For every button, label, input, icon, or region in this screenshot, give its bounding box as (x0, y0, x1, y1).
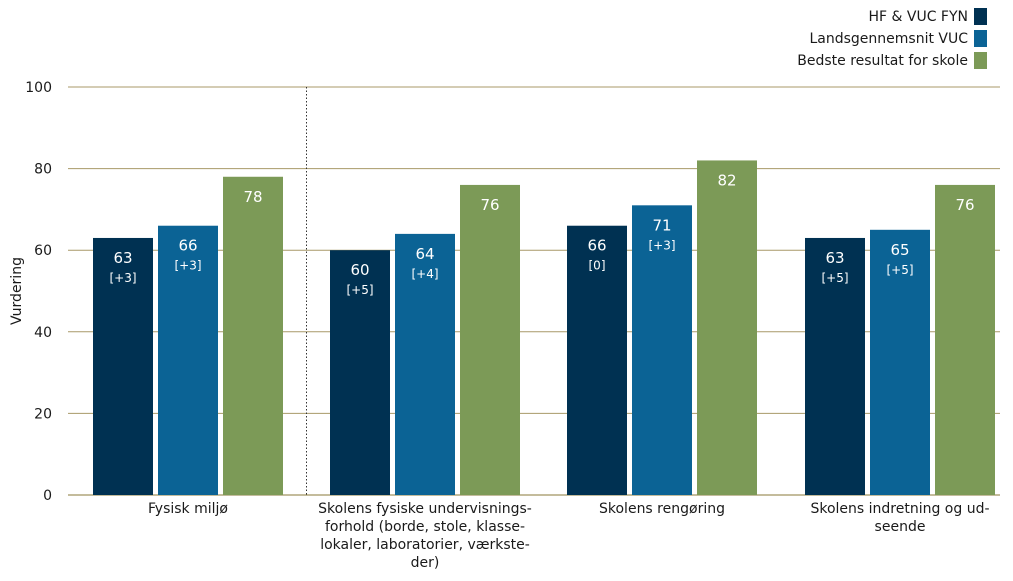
bar-change-label: [0] (589, 259, 606, 273)
bar-labels: 63 [+3] 66 [+3] 78 60 [+5] 64 [+4] 76 66 [0] 71 [+3] 8… (109, 171, 974, 297)
y-axis-label: Vurdering (9, 257, 25, 325)
legend-label: Landsgennemsnit VUC (809, 30, 968, 47)
y-tick-label: 20 (34, 406, 52, 422)
y-tick-label: 40 (34, 325, 52, 341)
bar-change-label: [+3] (109, 271, 136, 285)
bars (93, 160, 995, 496)
y-tick-label: 60 (34, 243, 52, 259)
bar-value-label: 60 (350, 261, 369, 279)
bar-value-label: 76 (480, 196, 499, 214)
legend-swatch (974, 30, 987, 47)
legend-item: Landsgennemsnit VUC (797, 28, 987, 49)
legend-swatch (974, 52, 987, 69)
legend-swatch (974, 8, 987, 25)
bar-value-label: 66 (178, 237, 197, 255)
bar-change-label: [+4] (411, 267, 438, 281)
bar-value-label: 63 (825, 249, 844, 267)
legend-item: Bedste resultat for skole (797, 50, 987, 71)
bar-change-label: [+5] (821, 271, 848, 285)
bar-change-label: [+3] (174, 259, 201, 273)
bar (330, 250, 390, 495)
bar-value-label: 65 (890, 241, 909, 259)
bar (870, 229, 930, 496)
y-tick-label: 100 (25, 80, 52, 96)
y-tick-label: 0 (43, 488, 52, 504)
y-tick-label: 80 (34, 162, 52, 178)
legend-label: Bedste resultat for skole (797, 52, 968, 69)
bar-value-label: 63 (113, 249, 132, 267)
bar (158, 225, 218, 495)
bar (935, 184, 995, 496)
bar-change-label: [+5] (346, 283, 373, 297)
x-category-label: Skolens fysiske undervisnings-forhold (b… (318, 501, 532, 571)
bar (460, 184, 520, 496)
legend-item: HF & VUC FYN (797, 6, 987, 27)
legend-label: HF & VUC FYN (868, 8, 968, 25)
bar (632, 205, 692, 495)
bar (93, 237, 153, 495)
bar-change-label: [+3] (648, 238, 675, 252)
legend: HF & VUC FYN Landsgennemsnit VUC Bedste … (797, 6, 987, 72)
bar (805, 237, 865, 495)
bar (223, 176, 283, 495)
bar (395, 233, 455, 495)
bar (697, 160, 757, 495)
x-category-label: Skolens rengøring (599, 501, 725, 517)
bar-value-label: 71 (652, 216, 671, 234)
y-axis-ticks: 0 20 40 60 80 100 (25, 80, 52, 504)
bar-change-label: [+5] (886, 263, 913, 277)
bar-value-label: 78 (243, 188, 262, 206)
bar-value-label: 76 (955, 196, 974, 214)
bar-value-label: 64 (415, 245, 434, 263)
bar-value-label: 66 (587, 237, 606, 255)
bar-value-label: 82 (717, 171, 736, 189)
bar (567, 225, 627, 495)
x-category-label: Skolens indretning og ud-seende (810, 501, 990, 535)
x-category-label: Fysisk miljø (148, 501, 228, 517)
